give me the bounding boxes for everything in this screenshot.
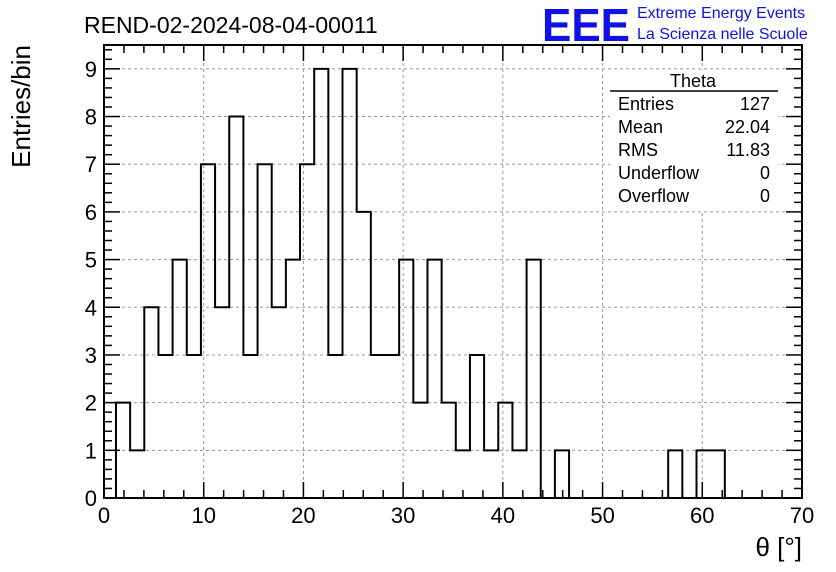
y-tick-label: 0	[85, 486, 97, 511]
histogram-bin	[484, 450, 498, 498]
y-tick-label: 5	[85, 248, 97, 273]
histogram-bin	[413, 403, 427, 498]
histogram-bin	[258, 164, 272, 498]
histogram-bin	[668, 450, 682, 498]
y-tick-label: 9	[85, 57, 97, 82]
histogram-bin	[130, 450, 144, 498]
histogram-bin	[286, 260, 300, 498]
histogram-bin	[215, 307, 229, 498]
eee-logo-line1: Extreme Energy Events	[637, 5, 805, 22]
histogram-bin	[527, 260, 541, 498]
histogram-bin	[158, 355, 172, 498]
histogram-bin	[300, 164, 314, 498]
stats-label: Overflow	[618, 186, 690, 206]
histogram-bin	[187, 355, 201, 498]
stats-label: Underflow	[618, 163, 700, 183]
histogram-bin	[385, 355, 399, 498]
stats-value: 0	[760, 163, 770, 183]
x-tick-label: 50	[590, 503, 614, 528]
histogram-bin	[328, 355, 342, 498]
y-tick-label: 7	[85, 152, 97, 177]
y-axis-label: Entries/bin	[6, 45, 36, 168]
histogram-bin	[470, 355, 484, 498]
histogram-bin	[314, 69, 328, 498]
y-tick-label: 3	[85, 343, 97, 368]
y-tick-label: 6	[85, 200, 97, 225]
histogram-bin	[173, 260, 187, 498]
y-tick-label: 2	[85, 391, 97, 416]
x-tick-label: 0	[98, 503, 110, 528]
plot-frame	[103, 44, 803, 499]
y-tick-label: 1	[85, 438, 97, 463]
x-tick-label: 70	[790, 503, 814, 528]
histogram-bin	[427, 260, 441, 498]
histogram-bin	[697, 450, 711, 498]
histogram-bin	[201, 164, 215, 498]
stats-value: 127	[740, 94, 770, 114]
x-tick-label: 20	[291, 503, 315, 528]
x-tick-label: 30	[391, 503, 415, 528]
stats-box: Theta Entries 127 Mean 22.04 RMS 11.83 Underfl…	[610, 70, 778, 210]
x-tick-label: 60	[690, 503, 714, 528]
stats-label: Entries	[618, 94, 674, 114]
histogram-bin	[371, 355, 385, 498]
eee-logo: EEE	[542, 0, 630, 51]
x-axis-label: θ [°]	[755, 532, 802, 562]
x-tick-label: 10	[191, 503, 215, 528]
axis-ticks: 0 10 20 30 40 50 60 70 0 1 2 3 4 5 6 7 8 9	[85, 45, 814, 528]
histogram-bin	[399, 260, 413, 498]
stats-value: 22.04	[725, 117, 770, 137]
run-title: REND-02-2024-08-04-00011	[84, 12, 378, 38]
y-tick-label: 8	[85, 105, 97, 130]
stats-value: 0	[760, 186, 770, 206]
eee-logo-line2: La Scienza nelle Scuole	[637, 26, 808, 43]
stats-label: Mean	[618, 117, 663, 137]
y-tick-label: 4	[85, 295, 97, 320]
stats-label: RMS	[618, 140, 658, 160]
stats-value: 11.83	[726, 140, 770, 160]
histogram-bin	[343, 69, 357, 498]
stats-title: Theta	[670, 71, 717, 91]
histogram-bin	[243, 355, 257, 498]
histogram-bin	[512, 450, 526, 498]
x-tick-label: 40	[491, 503, 515, 528]
